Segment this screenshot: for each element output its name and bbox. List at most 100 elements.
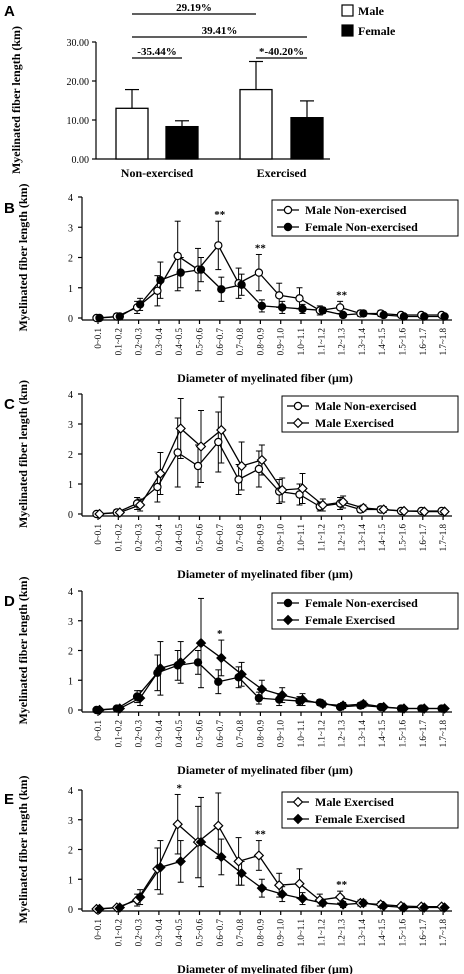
data-point — [399, 312, 409, 321]
data-point — [276, 484, 288, 496]
x-axis-label: Diameter of myelinated fiber (μm) — [177, 962, 353, 974]
bar — [115, 107, 149, 160]
x-tick-label: 0.7~0.8 — [235, 524, 245, 552]
data-point — [317, 499, 329, 511]
significance-mark: * — [176, 782, 182, 794]
data-point — [94, 903, 105, 915]
data-point — [317, 897, 329, 909]
data-point — [378, 900, 389, 912]
legend-label: Male Exercised — [315, 795, 394, 809]
y-tick-label: 0 — [68, 905, 73, 916]
comparison-label: *-40.20% — [259, 46, 304, 58]
x-tick-label: 0~0.1 — [93, 919, 103, 940]
series-line — [99, 427, 445, 515]
data-point — [196, 265, 206, 274]
data-point — [298, 304, 307, 314]
data-point — [233, 856, 244, 867]
data-point — [317, 698, 329, 710]
legend-marker — [283, 205, 293, 215]
data-point — [254, 464, 264, 474]
x-tick-label: 1.7~1.8 — [438, 919, 448, 947]
x-tick-label: 1.5~1.6 — [398, 919, 408, 947]
x-axis-label: Diameter of myelinated fiber (μm) — [177, 567, 353, 581]
x-tick-label: 0.8~0.9 — [255, 524, 265, 552]
data-point — [114, 507, 126, 518]
data-point — [358, 897, 369, 909]
data-point — [254, 693, 264, 703]
x-tick-label: 1.5~1.6 — [398, 720, 408, 748]
data-point — [153, 482, 162, 492]
y-tick-label: 20.00 — [67, 77, 90, 88]
y-tick-label: 0 — [68, 314, 73, 325]
data-point — [419, 506, 430, 517]
x-tick-label: 0.4~0.5 — [174, 328, 184, 356]
y-tick-label: 1 — [68, 284, 73, 295]
data-point — [256, 683, 268, 695]
x-tick-label: 0.2~0.3 — [134, 919, 144, 947]
legend-label-male: Male — [358, 4, 385, 18]
data-point — [195, 637, 207, 649]
y-axis-label: Myelinated fiber length (km) — [16, 775, 30, 923]
legend-marker — [283, 222, 293, 232]
legend-marker — [293, 401, 303, 411]
bar — [165, 125, 199, 160]
y-axis-label: Myelinated fiber length (km) — [16, 576, 30, 724]
data-point — [236, 460, 247, 472]
data-point — [172, 818, 183, 830]
x-tick-label: 0.9~1.0 — [276, 328, 286, 356]
data-point — [214, 437, 223, 447]
x-tick-label: 1.6~1.7 — [418, 919, 428, 947]
data-point — [294, 878, 305, 889]
data-point — [213, 820, 224, 831]
legend-label: Female Exercised — [305, 613, 395, 627]
x-tick-label: 0.7~0.8 — [235, 919, 245, 947]
data-point — [335, 303, 345, 312]
y-tick-label: 2 — [68, 846, 73, 857]
x-tick-label: 1.2~1.3 — [337, 328, 347, 356]
x-tick-label: 0.8~0.9 — [255, 328, 265, 356]
legend-box — [281, 395, 459, 433]
data-point — [378, 504, 389, 515]
y-axis-label: Myelinated fiber length (km) — [16, 380, 30, 528]
data-point — [358, 698, 369, 710]
data-point — [439, 703, 450, 714]
data-point — [295, 294, 304, 303]
data-point — [297, 483, 308, 494]
x-tick-label: 0.3~0.4 — [154, 524, 164, 552]
series-line — [99, 268, 445, 319]
x-tick-label: 0.1~0.2 — [113, 919, 123, 946]
legend-marker — [292, 417, 304, 429]
data-point — [254, 268, 264, 277]
data-point — [214, 241, 223, 250]
data-point — [193, 461, 203, 471]
x-tick-label: 0.9~1.0 — [276, 524, 286, 552]
y-tick-label: 3 — [68, 617, 73, 628]
x-tick-label: 0.4~0.5 — [174, 524, 184, 552]
x-tick-label: 0.2~0.3 — [134, 720, 144, 748]
data-point — [155, 663, 166, 674]
x-tick-label: 1.4~1.5 — [377, 524, 387, 552]
panel-letter: B — [4, 200, 15, 217]
panel-letter: E — [4, 791, 14, 808]
x-tick-label: 0.6~0.7 — [215, 328, 225, 356]
data-point — [134, 692, 146, 704]
x-tick-label: 0.7~0.8 — [235, 720, 245, 748]
x-tick-label: 1.3~1.4 — [357, 919, 367, 947]
x-tick-label: 0.4~0.5 — [174, 919, 184, 947]
comparison-label: -35.44% — [137, 46, 176, 58]
y-tick-label: 4 — [68, 193, 73, 204]
data-point — [175, 657, 186, 668]
data-point — [173, 448, 182, 457]
data-point — [237, 280, 246, 289]
y-tick-label: 0 — [68, 706, 73, 717]
data-point — [253, 850, 265, 861]
legend-box — [281, 791, 459, 829]
panel-letter: C — [4, 396, 15, 413]
x-tick-label: 1.4~1.5 — [377, 720, 387, 748]
x-tick-label: 1.1~1.2 — [316, 919, 326, 946]
x-tick-label: 0.4~0.5 — [174, 720, 184, 748]
y-tick-label: 10.00 — [67, 116, 90, 127]
x-tick-label: 0.3~0.4 — [154, 919, 164, 947]
x-tick-label: 0.1~0.2 — [113, 720, 123, 747]
